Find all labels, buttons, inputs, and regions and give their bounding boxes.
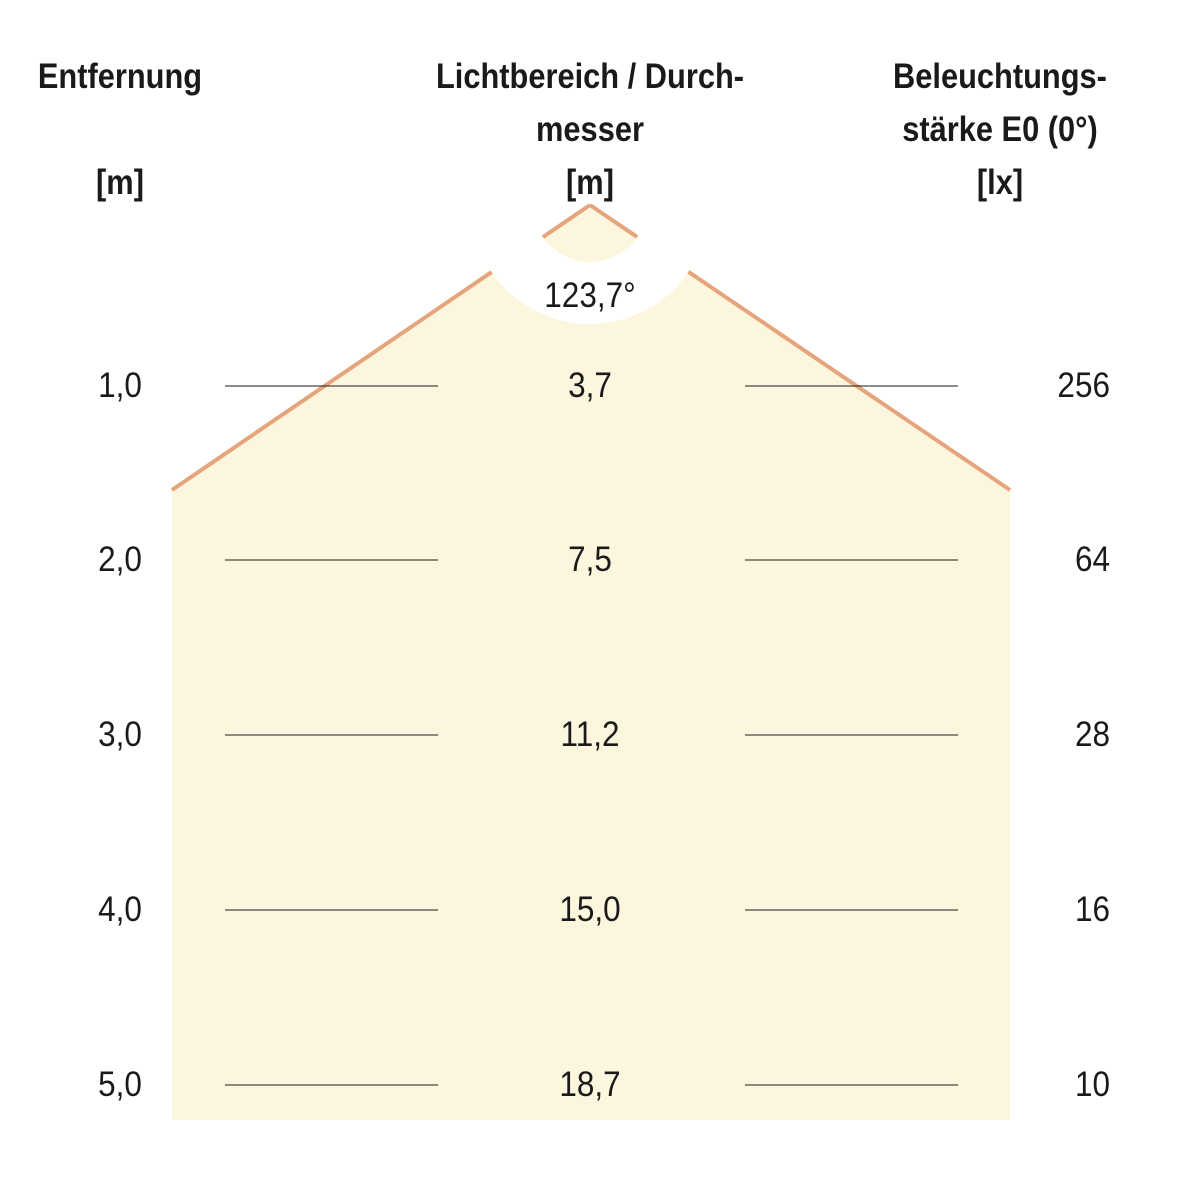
row-diameter: 3,7: [568, 366, 612, 405]
row-lux: 16: [1074, 890, 1110, 929]
row-diameter: 18,7: [559, 1065, 621, 1104]
row-diameter: 15,0: [559, 890, 621, 929]
header-line: Lichtbereich / Durch-: [435, 57, 745, 96]
row-lux: 64: [1074, 540, 1110, 579]
header-diameter: Lichtbereich / Durch- messer [m]: [405, 50, 775, 209]
row-distance: 5,0: [98, 1065, 142, 1104]
angle-arc-gap: [471, 86, 709, 324]
row-diameter: 7,5: [568, 540, 612, 579]
row-lux: 28: [1074, 715, 1110, 754]
light-cone-fill: [172, 205, 1010, 1120]
row-distance: 1,0: [98, 366, 142, 405]
header-distance: Entfernung [m]: [14, 50, 225, 209]
row-distance: 3,0: [98, 715, 142, 754]
distance-lines: [225, 385, 958, 1086]
row-lux: 10: [1074, 1065, 1110, 1104]
header-line: [14, 103, 225, 156]
header-illuminance: Beleuchtungs- stärke E0 (0°) [lx]: [868, 50, 1132, 209]
row-distance: 4,0: [98, 890, 142, 929]
header-line: stärke E0 (0°): [902, 110, 1098, 149]
header-line: [m]: [96, 163, 144, 202]
row-lux: 256: [1057, 366, 1110, 405]
header-line: [m]: [566, 163, 614, 202]
header-line: messer: [536, 110, 644, 149]
row-diameter: 11,2: [560, 715, 620, 754]
beam-angle-label: 123,7°: [544, 276, 636, 315]
row-distance: 2,0: [98, 540, 142, 579]
header-line: [lx]: [976, 163, 1024, 202]
header-line: Entfernung: [37, 57, 203, 96]
header-line: Beleuchtungs-: [893, 57, 1107, 96]
